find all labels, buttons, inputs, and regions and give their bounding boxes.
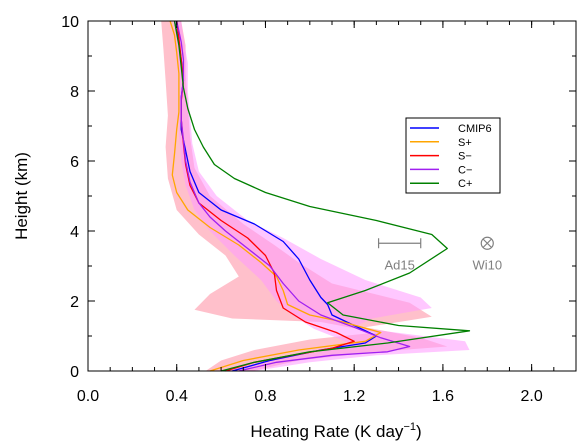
x-axis-title-close: )	[416, 422, 422, 441]
y-tick-label: 2	[70, 294, 79, 311]
y-tick-label: 10	[61, 14, 79, 31]
y-tick-label: 4	[70, 224, 79, 241]
y-axis-title: Height (km)	[12, 152, 31, 240]
series-line-c-plus	[173, 20, 471, 372]
x-tick-label: 0.4	[166, 388, 188, 405]
y-tick-label: 8	[70, 84, 79, 101]
y-tick-label: 0	[70, 364, 79, 381]
wi10-marker	[480, 236, 494, 250]
series-lines	[169, 20, 471, 372]
spread-bands	[161, 21, 470, 371]
series-line-s-plus	[169, 20, 382, 372]
x-axis-title-main: Heating Rate (K day	[250, 422, 404, 441]
series-line-c-minus	[176, 20, 411, 372]
x-axis-title-exponent: −1	[403, 421, 416, 433]
x-tick-label: 2.0	[521, 388, 543, 405]
wi10-label: Wi10	[472, 257, 502, 272]
legend: CMIP6 S+ S−C− C+	[405, 117, 501, 194]
legend-label-c-minus: C−	[458, 164, 472, 176]
spread-band-2	[174, 21, 470, 371]
axis-ticks: 0.0 0.4 0.8 1.2 1.6 2.0 0 2 4 6 8 10	[61, 14, 577, 405]
observation-annotations: Ad15 Wi10	[377, 236, 502, 272]
legend-label-cmip6: CMIP6	[458, 123, 492, 135]
x-tick-label: 1.6	[432, 388, 454, 405]
ad15-label: Ad15	[384, 257, 414, 272]
y-tick-label: 6	[70, 154, 79, 171]
spread-band-1	[161, 21, 448, 371]
legend-label-s-plus: S+	[458, 137, 472, 149]
x-tick-label: 0.8	[254, 388, 276, 405]
legend-label-c-plus: C+	[458, 178, 472, 190]
x-axis-title: Heating Rate (K day−1)	[250, 421, 421, 441]
x-tick-label: 0.0	[77, 388, 99, 405]
x-tick-label: 1.2	[343, 388, 365, 405]
wi10-marker-cross-b	[482, 238, 492, 248]
legend-label-s-minus: S−	[458, 151, 472, 163]
